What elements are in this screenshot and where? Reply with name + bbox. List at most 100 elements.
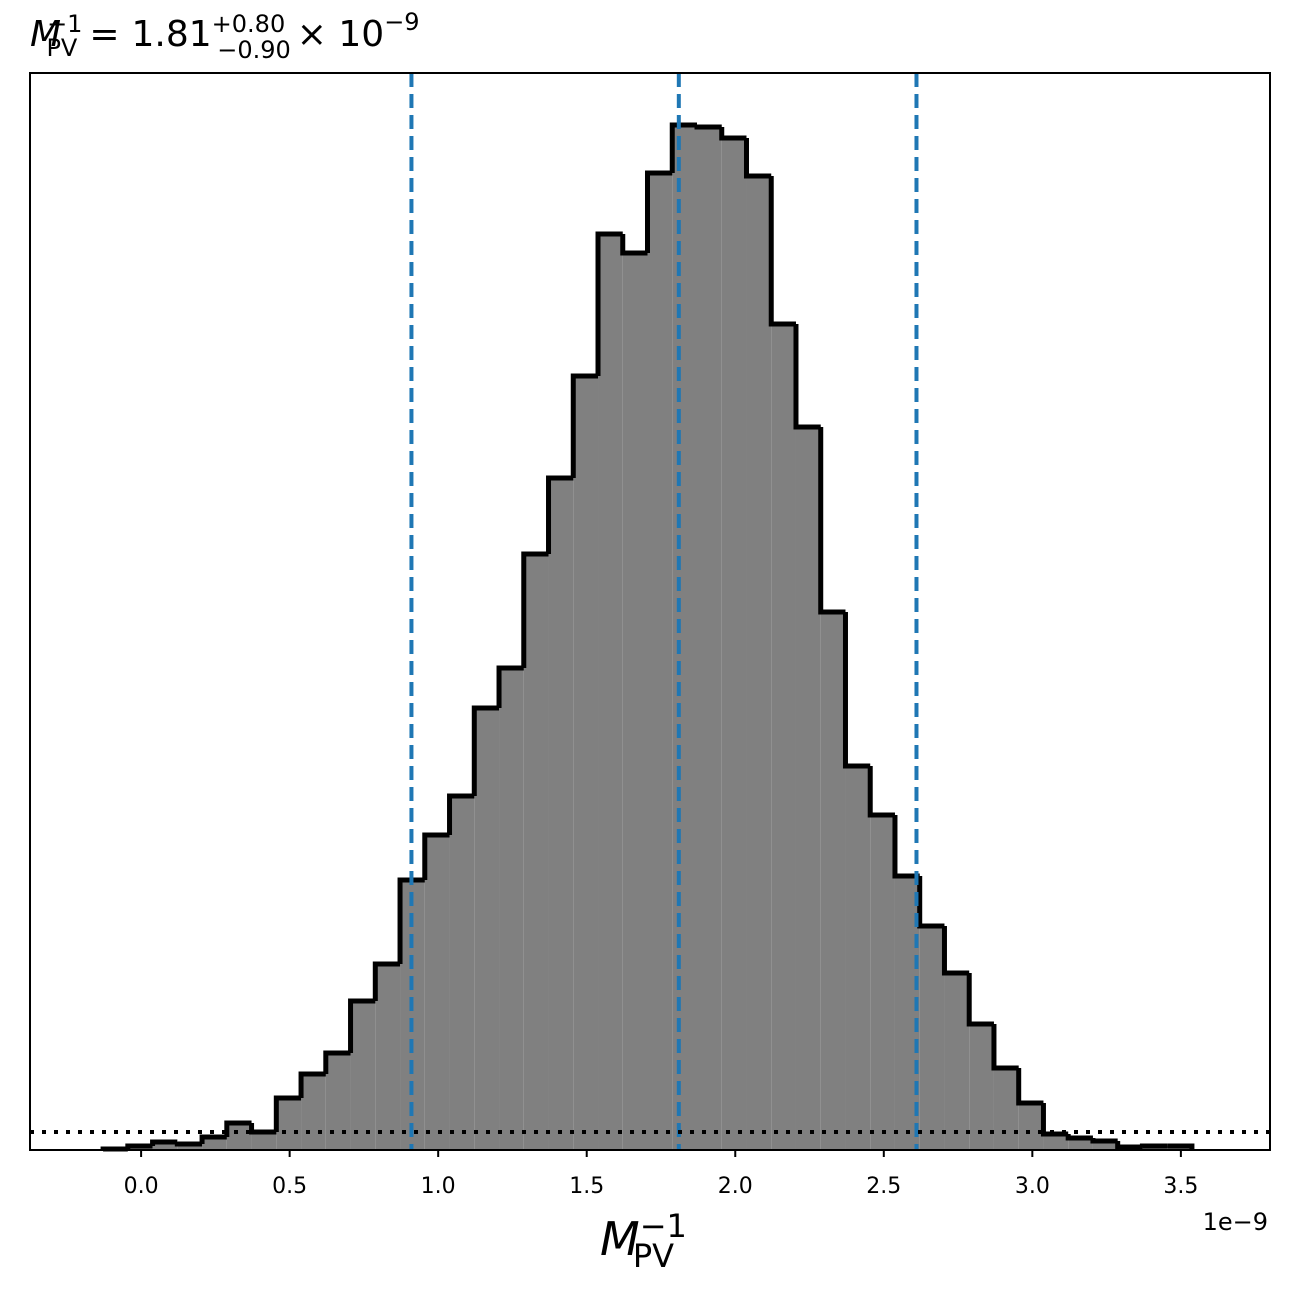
x-tick-label: 3.5 [1163, 1174, 1198, 1199]
bar-outline [348, 998, 376, 1053]
title-plus: +0.80 [212, 10, 286, 38]
bar-outline [1167, 1143, 1195, 1150]
bar-outline [471, 705, 500, 796]
bar [424, 835, 450, 1150]
bar [152, 1142, 178, 1150]
x-tick-label: 1.0 [421, 1174, 456, 1199]
bar-outline [669, 122, 697, 173]
bar [1018, 1103, 1044, 1150]
x-tick-label: 1.5 [569, 1174, 604, 1199]
bar-outline [719, 127, 747, 141]
bar-outline [397, 877, 425, 964]
x-tick-label: 2.0 [718, 1174, 753, 1199]
bar [993, 1068, 1019, 1150]
bar-outline [867, 766, 895, 818]
bar [845, 766, 871, 1150]
bar-outline [1065, 1134, 1093, 1141]
bar-outline [496, 665, 524, 708]
title-times: × 10 [297, 14, 384, 55]
bar [350, 1001, 376, 1150]
bar [622, 253, 648, 1150]
x-tick-label: 3.0 [1015, 1174, 1050, 1199]
x-tick-label: 2.5 [866, 1174, 901, 1199]
xlabel-sup: −1 [640, 1207, 687, 1245]
bar [375, 964, 401, 1150]
bar [746, 176, 772, 1150]
bar [598, 234, 623, 1150]
bar [251, 1132, 277, 1150]
bar-outline [842, 612, 871, 769]
bar [226, 1123, 252, 1150]
bar-outline [199, 1134, 227, 1144]
bar-outline [174, 1141, 203, 1147]
bar [573, 376, 599, 1150]
bar-outline [793, 324, 821, 430]
xlabel-symbol: M [600, 1212, 640, 1266]
bar-outline [595, 231, 623, 376]
bar-outline [249, 1123, 277, 1135]
bar [449, 796, 475, 1150]
bar-outline [150, 1139, 178, 1146]
chart-title: M−1 PV = 1.81+0.80 −0.90 × 10−9 [30, 8, 420, 64]
title-sup: −1 [47, 10, 82, 38]
bar-outline [323, 1050, 351, 1074]
bar [721, 138, 747, 1150]
title-sub: PV [46, 34, 77, 62]
bar-outline [941, 926, 970, 976]
bar [672, 125, 697, 1150]
bar-outline [620, 234, 648, 256]
bar-outline [892, 815, 920, 879]
bar [870, 815, 895, 1150]
bar [969, 1024, 994, 1150]
x-tick-label: 0.0 [124, 1174, 159, 1199]
bar-outline [818, 427, 846, 615]
bar-outline [768, 176, 796, 327]
bar [177, 1144, 203, 1150]
bar-outline [546, 475, 574, 554]
bar [647, 173, 673, 1150]
bar-outline [298, 1071, 326, 1098]
bar [202, 1137, 227, 1150]
xlabel-sub: PV [633, 1237, 674, 1275]
bar [548, 478, 574, 1150]
plot-frame [29, 72, 1271, 1151]
bar [499, 668, 524, 1150]
bar [325, 1053, 351, 1150]
bar-outline [1016, 1068, 1044, 1106]
bar [1043, 1134, 1069, 1150]
bar [771, 324, 796, 1150]
bar-outline [273, 1095, 302, 1132]
bar [820, 612, 846, 1150]
bar-outline [645, 170, 673, 253]
bar [523, 554, 549, 1150]
title-equals: = [89, 14, 119, 55]
title-minus: −0.90 [217, 36, 291, 64]
x-axis-label: M−1 PV [600, 1207, 687, 1275]
bar-outline [743, 138, 772, 179]
bar [696, 127, 722, 1150]
title-symbol: M [30, 14, 61, 55]
bar-outline [224, 1120, 252, 1137]
bar [474, 708, 500, 1150]
bar-outline [991, 1024, 1019, 1071]
bar [276, 1098, 302, 1150]
x-offset-label: 1e−9 [1203, 1208, 1268, 1236]
bar [795, 427, 821, 1150]
title-exponent: −9 [384, 8, 419, 36]
bar [944, 973, 970, 1150]
title-value: 1.81 [132, 14, 212, 55]
bar-outline [447, 793, 475, 835]
bar-outline [1090, 1138, 1118, 1144]
bar-outline [422, 832, 450, 880]
bar-outline [570, 373, 599, 478]
bar-outline [966, 973, 994, 1027]
bar-outline [1139, 1143, 1168, 1149]
bar-outline [372, 961, 401, 1001]
bar-outline [1115, 1141, 1143, 1150]
bar-outline [1040, 1103, 1069, 1137]
bar-outline [521, 551, 549, 668]
bar [1068, 1138, 1093, 1150]
bar [1092, 1141, 1118, 1150]
bar-outline [125, 1143, 153, 1149]
